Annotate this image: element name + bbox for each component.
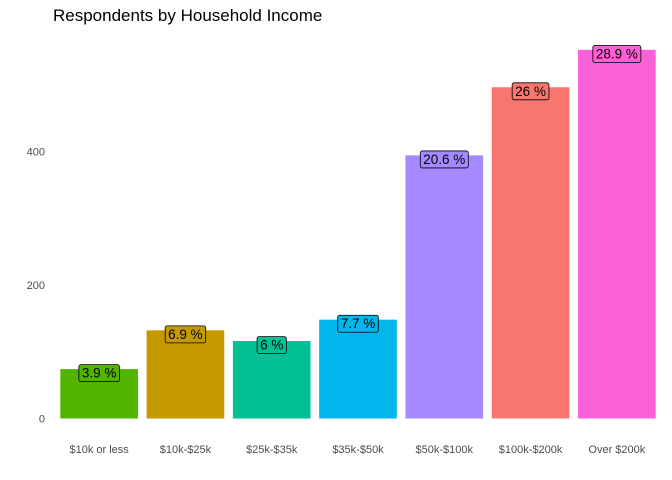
data-label-text: 3.9 % <box>82 366 117 381</box>
bar <box>319 319 397 419</box>
y-tick-label: 200 <box>27 280 45 292</box>
data-label: 3.9 % <box>78 364 120 383</box>
data-label: 28.9 % <box>592 45 642 63</box>
data-labels: 3.9 % 6.9 % 6 % 7.7 % 20.6 % 26 % 28.9 % <box>78 45 642 383</box>
x-tick-label: $10k-$25k <box>160 444 212 456</box>
x-tick-label: $100k-$200k <box>499 444 563 456</box>
y-tick-label: 0 <box>39 414 45 426</box>
data-label-text: 20.6 % <box>423 152 465 167</box>
bars <box>60 49 656 419</box>
chart-title: Respondents by Household Income <box>53 6 323 25</box>
data-label-box <box>256 336 287 354</box>
bar <box>146 330 225 419</box>
data-label-box <box>511 82 550 101</box>
data-label: 20.6 % <box>419 150 469 169</box>
bar <box>491 87 570 419</box>
x-tick-label: $50k-$100k <box>416 444 474 456</box>
data-label-box <box>592 45 642 63</box>
x-tick-label: $35k-$50k <box>332 444 384 456</box>
x-tick-label: $25k-$35k <box>246 444 298 456</box>
x-tick-label: $10k or less <box>69 444 129 456</box>
data-label-box <box>78 364 120 383</box>
y-axis: 0 200 400 <box>27 146 45 425</box>
data-label-text: 7.7 % <box>341 316 376 331</box>
data-label-text: 28.9 % <box>596 46 638 61</box>
data-label: 26 % <box>511 82 550 101</box>
data-label-text: 26 % <box>515 84 546 99</box>
y-tick-label: 400 <box>27 146 45 158</box>
data-label: 7.7 % <box>337 314 379 333</box>
data-label: 6.9 % <box>164 325 207 344</box>
data-label-text: 6.9 % <box>168 327 203 342</box>
data-label: 6 % <box>256 336 287 354</box>
bar <box>578 49 656 419</box>
data-label-text: 6 % <box>260 338 283 353</box>
x-axis: $10k or less $10k-$25k $25k-$35k $35k-$50k $… <box>69 444 645 456</box>
data-label-box <box>337 314 379 333</box>
x-tick-label: Over $200k <box>588 444 645 456</box>
data-label-box <box>164 325 207 344</box>
bar <box>405 155 484 419</box>
data-label-box <box>419 150 469 169</box>
